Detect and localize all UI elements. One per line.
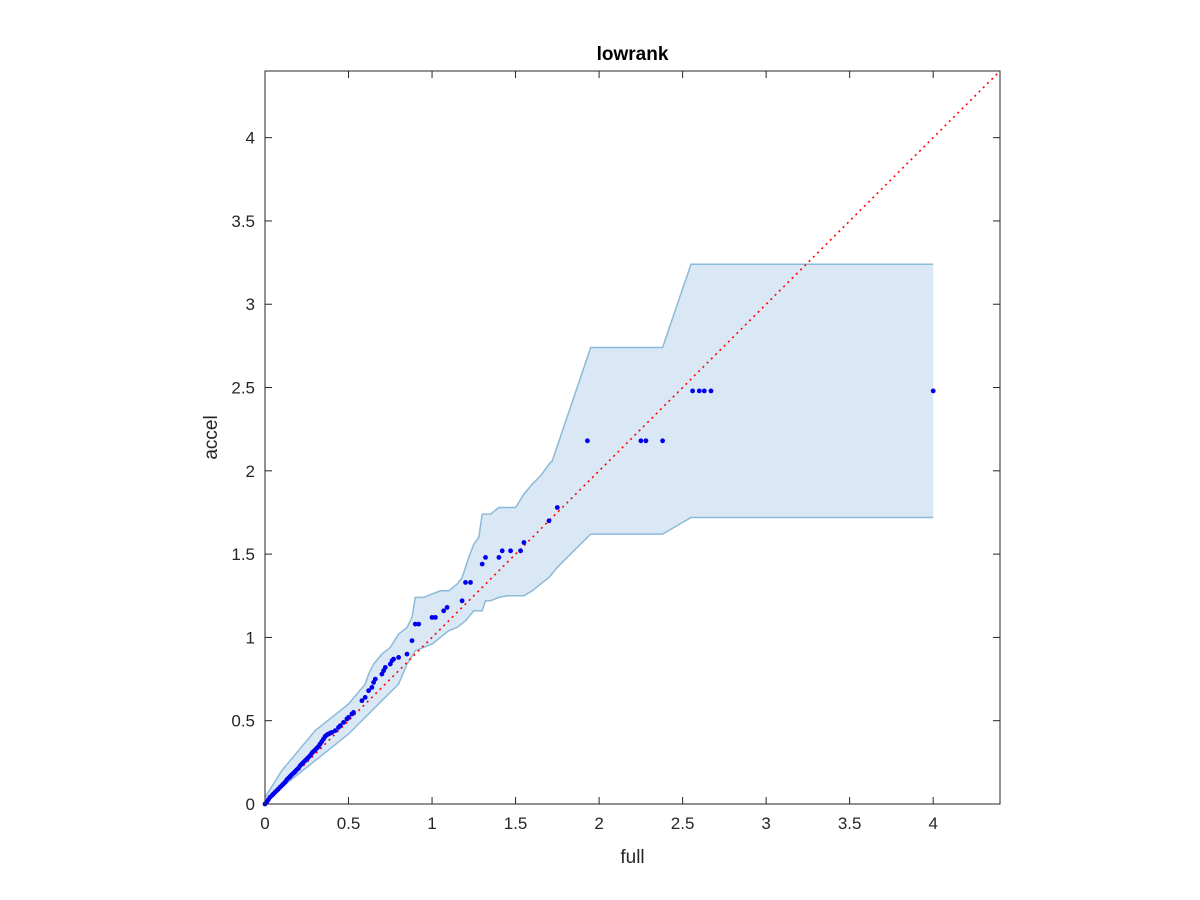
data-point [341, 720, 346, 725]
y-tick-label: 4 [246, 129, 255, 148]
data-point [701, 388, 707, 394]
y-tick-label: 3 [246, 295, 255, 314]
data-point [459, 598, 465, 604]
x-tick-label: 1 [427, 814, 436, 833]
data-point [346, 715, 351, 720]
data-point [412, 621, 418, 627]
data-point [660, 438, 665, 444]
data-point [638, 438, 644, 444]
data-point [332, 728, 338, 734]
y-tick-label: 3.5 [231, 212, 255, 231]
x-tick-label: 0 [260, 814, 269, 833]
chart-title: lowrank [597, 44, 669, 65]
data-point [396, 655, 401, 660]
data-point [468, 580, 473, 585]
data-point [690, 388, 695, 394]
y-tick-label: 2.5 [231, 379, 255, 398]
data-point [483, 555, 488, 560]
confidence-band-upper-edge [264, 263, 934, 798]
data-point [362, 695, 368, 700]
data-point [369, 685, 375, 690]
data-point [585, 438, 590, 444]
data-point [366, 688, 371, 694]
x-tick-label: 2 [594, 814, 603, 833]
data-point [391, 656, 396, 662]
data-point [479, 561, 485, 567]
data-point [409, 638, 415, 644]
x-tick-label: 3.5 [838, 814, 862, 833]
data-point [444, 605, 450, 610]
data-point [696, 388, 702, 394]
data-point [518, 548, 523, 554]
y-tick-label: 2 [246, 462, 255, 481]
data-points-layer [262, 388, 936, 807]
y-axis-label: accel [201, 415, 222, 459]
data-point [508, 548, 513, 554]
data-point [429, 615, 435, 620]
data-point [337, 723, 343, 729]
y-tick-label: 1.5 [231, 545, 255, 564]
reference-line [264, 70, 1001, 805]
x-tick-label: 1.5 [504, 814, 528, 833]
axes-layer: 0 0.5 1 1.5 2 2.5 3 3.5 4 0 0.5 1 1.5 2 2.5 3 3.5 4 [231, 70, 1001, 833]
y-tick-label: 0 [246, 795, 255, 814]
data-point [372, 676, 378, 682]
data-point [441, 608, 447, 614]
data-point [382, 665, 388, 670]
plot-frame [264, 70, 1001, 805]
data-point [463, 580, 468, 585]
data-point [404, 651, 410, 657]
data-point [554, 505, 560, 510]
y-tick-label: 0.5 [231, 712, 255, 731]
confidence-band-lower-edge [264, 516, 934, 805]
data-point [708, 388, 714, 394]
y-tick-label: 1 [246, 628, 255, 647]
x-axis-label: full [620, 847, 644, 868]
data-point [930, 388, 936, 394]
x-tick-label: 2.5 [671, 814, 695, 833]
confidence-band-layer [264, 263, 934, 805]
data-point [351, 710, 356, 715]
x-tick-label: 4 [928, 814, 937, 833]
reference-line-layer [264, 70, 1001, 805]
data-point [643, 438, 649, 444]
data-point [499, 548, 505, 554]
data-point [496, 555, 502, 560]
x-tick-label: 3 [761, 814, 770, 833]
data-point [416, 621, 422, 627]
data-point [433, 615, 438, 620]
data-point [521, 540, 527, 545]
x-tick-label: 0.5 [337, 814, 361, 833]
data-point [359, 698, 365, 704]
data-point [546, 518, 552, 524]
